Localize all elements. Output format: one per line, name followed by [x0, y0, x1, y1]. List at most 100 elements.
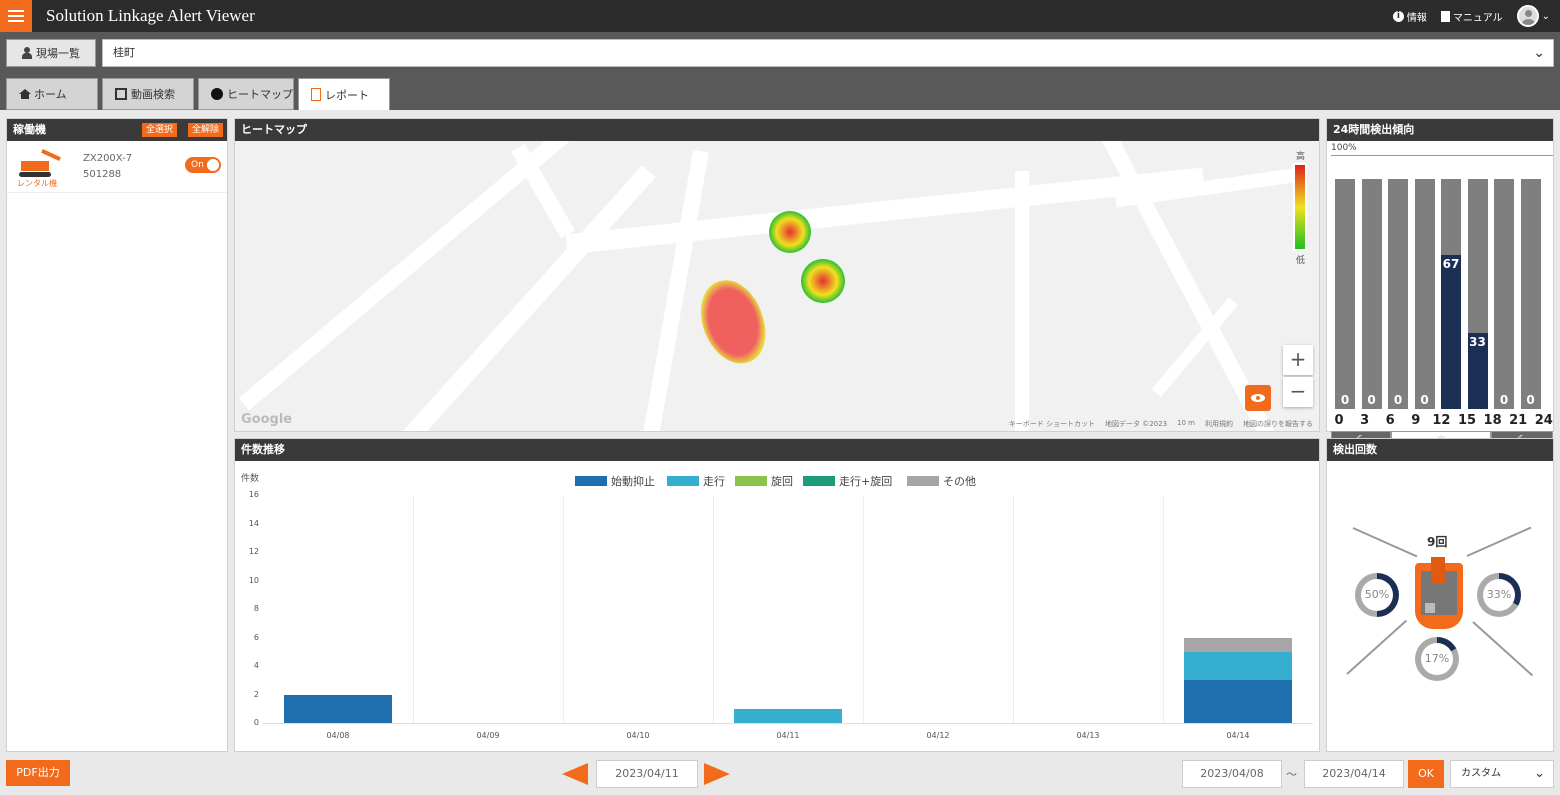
site-list-label: 現場一覧 — [36, 47, 80, 60]
legend-label: 走行+旋回 — [839, 475, 893, 488]
grid-line — [563, 495, 564, 725]
hourly-bar: 0 — [1335, 179, 1355, 409]
hourly-bar: 0 — [1520, 179, 1541, 409]
site-select[interactable]: 桂町 ⌄ — [102, 39, 1554, 67]
site-list-button[interactable]: 現場一覧 — [6, 39, 96, 67]
hourly-tick-label: 21 — [1509, 413, 1528, 428]
home-icon — [19, 89, 31, 99]
hourly-bar-value: 67 — [1442, 256, 1460, 271]
legend-label: 走行 — [703, 475, 725, 488]
grid-line — [863, 495, 864, 725]
tab-label: レポート — [325, 88, 369, 102]
top-bar: Solution Linkage Alert Viewer i 情報 マニュアル… — [0, 0, 1560, 32]
toggle-label: On — [191, 160, 204, 170]
x-tick-label: 04/10 — [626, 731, 650, 740]
tab-video-search[interactable]: 動画検索 — [102, 78, 194, 110]
panel-title: 稼働機 — [13, 123, 46, 136]
pdf-export-button[interactable]: PDF出力 — [6, 760, 70, 786]
list-item[interactable]: レンタル機 ZX200X-7 501288 On — [7, 141, 227, 193]
deselect-all-button[interactable]: 全解除 — [187, 123, 223, 137]
tab-label: 動画検索 — [131, 88, 175, 101]
map-view[interactable]: 高 低 + − Google キーボード ショートカット 地図データ ©2023… — [235, 141, 1319, 431]
x-tick-label: 04/11 — [776, 731, 800, 740]
panel-title: 件数推移 — [235, 439, 1319, 461]
legend-swatch — [575, 476, 607, 486]
tab-label: ヒートマップ — [227, 88, 293, 101]
detection-diagram: 9回 50% 33% 17% — [1327, 461, 1553, 751]
y-tick-label: 4 — [253, 661, 259, 670]
y-tick-label: 10 — [248, 575, 259, 585]
ok-button[interactable]: OK — [1408, 760, 1444, 788]
y-tick-label: 6 — [253, 632, 259, 642]
legend-item: その他 — [907, 473, 976, 489]
legend-label: 旋回 — [771, 475, 793, 488]
range-separator: ～ — [1286, 768, 1297, 781]
legend-swatch — [667, 476, 699, 486]
app-title: Solution Linkage Alert Viewer — [46, 6, 255, 25]
legend-high-label: 高 — [1295, 152, 1305, 162]
trend-panel: 件数推移 件数 始動抑止 走行 旋回 走行+旋回 その他 0 2 4 6 8 10 12 14 16 04/… — [234, 438, 1320, 752]
film-icon — [115, 88, 127, 100]
range-end-field[interactable]: 2023/04/14 — [1304, 760, 1404, 788]
manual-link[interactable]: マニュアル — [1440, 9, 1503, 24]
percent-ring: 50% — [1355, 573, 1399, 617]
panel-title: 24時間検出傾向 — [1327, 119, 1553, 141]
hamburger-menu-icon[interactable] — [0, 0, 32, 32]
hourly-bar-value: 0 — [1526, 393, 1535, 407]
legend-item: 始動抑止 — [575, 473, 655, 489]
percent-ring-label: 33% — [1483, 579, 1515, 611]
map-attribution: キーボード ショートカット 地図データ ©2023 10 m 利用規約 地図の誤… — [1009, 419, 1313, 429]
bar-segment — [1184, 637, 1292, 652]
bar-segment — [1184, 651, 1292, 681]
attrib-terms[interactable]: 利用規約 — [1205, 420, 1233, 428]
prev-day-arrow-icon[interactable] — [562, 763, 588, 785]
heat-legend-bar — [1293, 163, 1307, 251]
attrib-scale: 10 m — [1177, 419, 1195, 427]
hourly-tick-label: 9 — [1411, 413, 1421, 428]
legend-swatch — [735, 476, 767, 486]
hourly-tick-label: 12 — [1432, 413, 1451, 428]
document-icon — [1440, 10, 1450, 22]
heat-spot — [801, 259, 845, 303]
site-select-value: 桂町 — [113, 46, 135, 59]
hourly-bar-value: 0 — [1393, 393, 1403, 407]
tab-heatmap[interactable]: ヒートマップ — [198, 78, 294, 110]
attrib-report[interactable]: 地図の誤りを報告する — [1243, 420, 1313, 428]
y-tick-label: 0 — [253, 718, 259, 727]
hourly-tick-label: 18 — [1483, 413, 1502, 428]
percent-ring-label: 17% — [1421, 643, 1453, 675]
x-axis-line — [263, 723, 1313, 724]
zoom-in-button[interactable]: + — [1283, 345, 1313, 375]
select-all-button[interactable]: 全選択 — [141, 123, 177, 137]
avatar — [1516, 5, 1539, 27]
tab-home[interactable]: ホーム — [6, 78, 98, 110]
eye-icon[interactable] — [1245, 385, 1271, 411]
hourly-tick-label: 6 — [1385, 413, 1395, 428]
x-tick-label: 04/08 — [326, 731, 350, 740]
percent-ring: 17% — [1415, 637, 1459, 681]
user-menu[interactable]: ⌄ — [1516, 5, 1550, 27]
google-logo: Google — [241, 412, 293, 427]
legend-swatch — [803, 476, 835, 486]
next-day-arrow-icon[interactable] — [704, 763, 730, 785]
range-mode-select[interactable]: カスタム ⌄ — [1450, 760, 1554, 788]
hourly-panel: 24時間検出傾向 100% 000067330003691215182124☾☀… — [1326, 118, 1554, 449]
machine-toggle[interactable]: On — [185, 157, 221, 173]
hourly-bar-value: 0 — [1340, 393, 1350, 407]
detection-total: 9回 — [1427, 535, 1448, 549]
attrib-shortcuts[interactable]: キーボード ショートカット — [1008, 420, 1095, 428]
hourly-tick-label: 24 — [1534, 413, 1553, 428]
tab-bar: ホーム 動画検索 ヒートマップ レポート — [0, 72, 1560, 110]
zoom-out-button[interactable]: − — [1283, 377, 1313, 407]
grid-line — [713, 495, 714, 725]
hourly-bar-value: 0 — [1499, 393, 1509, 407]
current-date-field[interactable]: 2023/04/11 — [596, 760, 698, 788]
tab-report[interactable]: レポート — [298, 78, 390, 110]
info-link[interactable]: i 情報 — [1392, 9, 1427, 24]
heat-spot — [769, 211, 811, 253]
grid-line — [413, 495, 414, 725]
y-tick-label: 16 — [248, 490, 259, 499]
chevron-down-icon: ⌄ — [1534, 766, 1545, 781]
range-start-field[interactable]: 2023/04/08 — [1182, 760, 1282, 788]
